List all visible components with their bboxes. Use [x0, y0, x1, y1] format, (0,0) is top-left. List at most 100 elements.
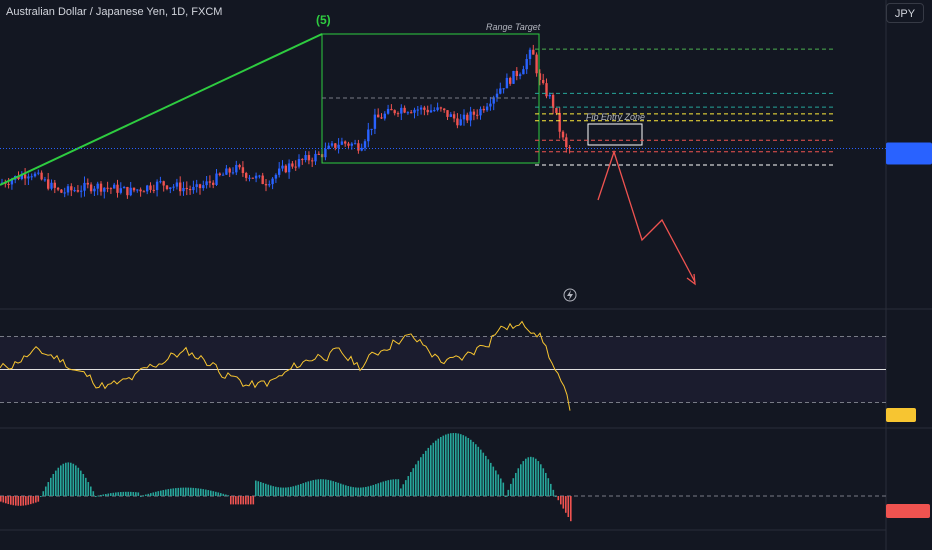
hist-bar: [340, 483, 342, 496]
hist-bar: [467, 437, 470, 496]
candle-body: [515, 70, 518, 77]
candle-body: [73, 190, 76, 192]
hist-bar: [565, 496, 567, 513]
hist-bar: [502, 482, 505, 496]
hist-bar: [97, 495, 100, 497]
hist-bar: [105, 493, 107, 496]
hist-bar: [350, 486, 352, 496]
hist-bar: [315, 479, 317, 496]
hist-bar: [370, 485, 372, 496]
candle-body: [505, 77, 509, 89]
candle-body: [152, 189, 155, 191]
hist-bar: [102, 494, 105, 496]
hist-bar: [365, 486, 367, 496]
hist-bar: [530, 456, 532, 496]
candle-body: [89, 184, 93, 192]
hist-bar: [125, 491, 127, 496]
hist-bar: [92, 491, 95, 496]
candle-body: [340, 141, 344, 145]
hist-bar: [435, 440, 437, 496]
candle-body: [419, 107, 423, 110]
hist-bar: [495, 470, 497, 496]
hist-bar: [485, 455, 487, 496]
currency-button[interactable]: JPY: [886, 3, 924, 23]
candle-body: [518, 74, 522, 77]
hist-bar: [80, 470, 82, 496]
candle-body: [40, 172, 43, 180]
hist-bar: [170, 488, 172, 496]
hist-bar: [422, 453, 425, 496]
candle-body: [172, 186, 175, 188]
hist-bar: [355, 487, 357, 496]
candle-body: [449, 114, 452, 117]
candle-body: [344, 141, 347, 144]
hist-bar: [302, 483, 305, 496]
hist-bar: [107, 493, 110, 496]
hist-bar: [120, 492, 122, 496]
candle-body: [149, 185, 152, 190]
hist-bar: [185, 487, 187, 496]
candle-body: [390, 108, 393, 111]
hist-bar: [85, 477, 87, 496]
hist-bar: [470, 439, 472, 496]
hist-bar: [560, 496, 562, 505]
candle-body: [307, 155, 311, 161]
candle-body: [30, 176, 33, 178]
hist-bar: [527, 457, 530, 496]
hist-bar: [160, 490, 162, 496]
candle-body: [116, 184, 119, 193]
candle-body: [175, 182, 179, 187]
candle-body: [60, 189, 63, 193]
hist-bar: [417, 460, 420, 496]
candle-body: [50, 182, 53, 189]
candle-body: [274, 174, 278, 179]
hist-bar: [500, 478, 502, 496]
hist-bar: [82, 473, 85, 496]
hist-bar: [267, 484, 270, 496]
candle-body: [86, 182, 89, 185]
hist-bar: [292, 486, 295, 496]
candle-body: [271, 178, 274, 185]
candle-body: [551, 94, 555, 108]
candle-body: [558, 112, 561, 132]
hist-bar: [507, 489, 510, 496]
hist-bar: [562, 496, 565, 509]
hist-bar: [327, 479, 330, 496]
hist-bar: [42, 491, 45, 496]
candle-body: [297, 159, 301, 167]
hist-bar: [137, 492, 140, 496]
hist-bar: [480, 449, 482, 496]
candle-body: [103, 187, 106, 192]
hist-bar: [27, 496, 30, 505]
hist-bar: [337, 482, 340, 496]
hist-bar: [332, 481, 335, 496]
hist-bar: [547, 478, 550, 496]
candle-body: [532, 49, 535, 55]
candle-body: [324, 148, 327, 158]
candle-body: [367, 129, 370, 142]
hist-bar: [22, 496, 25, 506]
candle-body: [548, 94, 551, 97]
candle-body: [281, 165, 284, 169]
candle-body: [377, 114, 380, 118]
projection-path: [597, 149, 696, 283]
symbol-title[interactable]: Australian Dollar / Japanese Yen, 1D, FX…: [6, 6, 223, 18]
hist-bar: [2, 496, 5, 503]
hist-bar: [250, 496, 252, 505]
candle-body: [545, 83, 548, 97]
wave-trendline: [0, 33, 323, 186]
hist-bar: [375, 484, 377, 496]
candle-body: [7, 183, 10, 185]
candle-body: [80, 190, 83, 192]
hist-bar: [177, 487, 180, 496]
hist-bar: [165, 489, 167, 496]
candle-body: [311, 160, 314, 162]
candle-body: [241, 167, 245, 173]
hist-bar: [217, 492, 220, 496]
candle-body: [373, 114, 377, 129]
hist-bar: [15, 496, 17, 506]
hist-bar: [532, 457, 535, 496]
hist-bar: [150, 493, 152, 496]
hist-bar: [535, 458, 537, 496]
